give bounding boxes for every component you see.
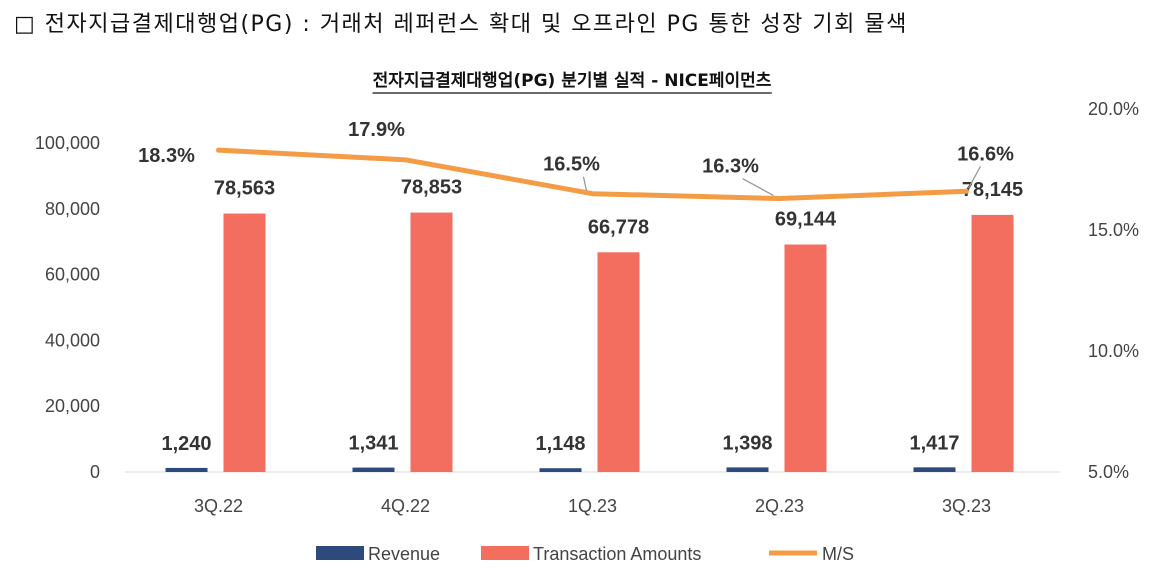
right-axis-tick-label: 10.0% <box>1088 341 1139 361</box>
ms-line <box>216 147 969 202</box>
transaction-data-label: 66,778 <box>588 216 649 238</box>
chart-title: 전자지급결제대행업(PG) 분기별 실적 - NICE페이먼츠 <box>373 71 772 91</box>
transaction-bar <box>971 214 1014 472</box>
legend-label-revenue: Revenue <box>368 544 440 564</box>
left-axis-tick-label: 60,000 <box>45 265 100 285</box>
revenue-bar <box>726 467 769 472</box>
transaction-bar <box>784 244 827 472</box>
transaction-bar <box>410 212 453 473</box>
legend-label-ms: M/S <box>822 544 854 564</box>
left-axis-tick-label: 100,000 <box>35 133 100 153</box>
ms-data-label: 18.3% <box>138 145 195 167</box>
transaction-bar <box>223 213 266 473</box>
transaction-data-label: 69,144 <box>775 209 837 231</box>
revenue-bar <box>352 467 395 472</box>
x-axis-tick-label: 3Q.22 <box>194 496 243 516</box>
ms-label-leader <box>582 176 588 191</box>
x-axis-tick-label: 1Q.23 <box>568 496 617 516</box>
left-axis-tick-label: 40,000 <box>45 330 100 350</box>
revenue-data-label: 1,240 <box>161 433 211 455</box>
revenue-data-label: 1,417 <box>909 432 959 454</box>
ms-data-label: 16.6% <box>957 143 1014 165</box>
ms-data-label: 16.5% <box>543 154 600 176</box>
revenue-data-label: 1,148 <box>535 433 585 455</box>
revenue-data-label: 1,341 <box>348 433 398 455</box>
ms-data-label: 17.9% <box>348 119 405 141</box>
transaction-data-label: 78,145 <box>962 179 1023 201</box>
revenue-bar <box>913 467 956 472</box>
right-axis-tick-label: 20.0% <box>1088 99 1139 119</box>
right-axis-tick-label: 5.0% <box>1088 462 1129 482</box>
x-axis-tick-label: 2Q.23 <box>755 496 804 516</box>
right-axis-tick-label: 15.0% <box>1088 220 1139 240</box>
revenue-bar <box>539 468 582 472</box>
x-axis-tick-label: 4Q.22 <box>381 496 430 516</box>
left-axis-tick-label: 80,000 <box>45 199 100 219</box>
revenue-data-label: 1,398 <box>722 432 772 454</box>
transaction-data-label: 78,853 <box>401 177 462 199</box>
legend-label-transaction: Transaction Amounts <box>533 544 701 564</box>
legend-swatch-revenue <box>316 546 364 560</box>
page-heading: □ 전자지급결제대행업(PG) : 거래처 레퍼런스 확대 및 오프라인 PG … <box>14 12 908 37</box>
transaction-data-label: 78,563 <box>214 178 275 200</box>
ms-label-leader <box>742 177 774 197</box>
left-axis-tick-label: 20,000 <box>45 396 100 416</box>
legend-swatch-transaction <box>481 546 529 560</box>
revenue-bar <box>165 467 208 472</box>
ms-label-leader <box>967 165 982 189</box>
x-axis-tick-label: 3Q.23 <box>942 496 991 516</box>
ms-data-label: 16.3% <box>702 156 759 178</box>
left-axis-tick-label: 0 <box>90 462 100 482</box>
transaction-bar <box>597 252 640 472</box>
